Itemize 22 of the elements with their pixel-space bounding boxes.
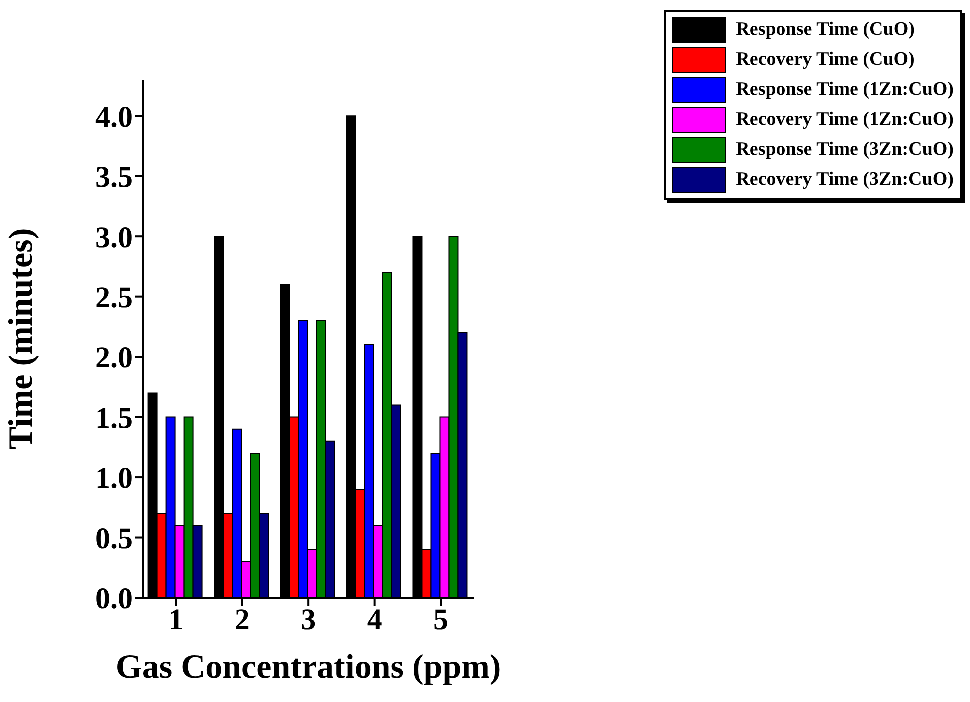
y-tick-label: 3.0 bbox=[96, 221, 133, 254]
x-tick-label: 4 bbox=[367, 603, 382, 636]
y-tick-label: 0.5 bbox=[96, 522, 133, 556]
y-axis-title: Time (minutes) bbox=[3, 228, 40, 450]
y-tick-label: 2.5 bbox=[96, 281, 133, 314]
y-tick-label: 3.5 bbox=[96, 161, 133, 194]
legend-label: Recovery Time (3Zn:CuO) bbox=[736, 169, 954, 191]
x-tick-label: 3 bbox=[301, 603, 316, 636]
legend-label: Recovery Time (CuO) bbox=[736, 49, 915, 71]
y-tick-label: 2.0 bbox=[96, 342, 133, 375]
y-tick-label: 1.5 bbox=[96, 402, 133, 435]
x-tick-label: 2 bbox=[234, 603, 250, 636]
y-tick-label: 1.0 bbox=[96, 462, 133, 496]
x-axis-title: Gas Concentrations (ppm) bbox=[116, 649, 502, 686]
legend-label: Response Time (1Zn:CuO) bbox=[736, 79, 954, 101]
legend-label: Response Time (CuO) bbox=[736, 19, 915, 41]
legend-label: Recovery Time (1Zn:CuO) bbox=[736, 109, 954, 131]
y-tick-label: 0.0 bbox=[96, 582, 133, 616]
y-tick-label: 4.0 bbox=[96, 100, 133, 134]
x-tick-label: 5 bbox=[434, 603, 449, 636]
legend-label: Response Time (3Zn:CuO) bbox=[736, 139, 954, 161]
x-tick-label: 1 bbox=[168, 603, 184, 636]
